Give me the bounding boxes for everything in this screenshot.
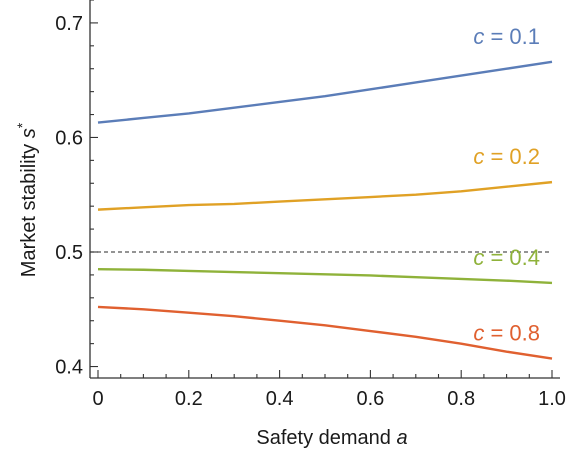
x-axis-title-text: Safety demand [256,427,391,449]
x-axis-title-var: a [396,427,407,449]
series-label-value: 0.8 [509,321,540,346]
series-line-c-0.8 [97,305,553,360]
series-label-var: c [473,144,484,169]
x-ticks: 0 0.2 0.4 0.6 0.8 1.0 [92,370,566,410]
x-tick-label: 0.8 [447,388,475,410]
series-label-var: c [473,24,484,49]
series-label-c-0.4: c = 0.4 [473,245,540,270]
x-axis-title: Safety demand a [256,427,407,449]
y-tick-label: 0.4 [55,357,83,379]
y-tick-label: 0.6 [55,127,83,149]
y-tick-label: 0.7 [55,13,83,35]
y-tick-label: 0.5 [55,242,83,264]
series-layer [97,60,553,360]
series-line-c-0.4 [97,267,553,285]
series-label-value: 0.1 [509,24,540,49]
series-label-eq: = [484,144,509,169]
x-tick-label: 1.0 [538,388,566,410]
x-tick-label: 0.6 [356,388,384,410]
series-label-eq: = [484,24,509,49]
series-label-value: 0.2 [509,144,540,169]
y-axis-title-sup: * [14,122,30,128]
y-ticks: 0.4 0.5 0.6 0.7 [55,0,98,379]
series-line-c-0.1 [97,60,553,124]
series-label-var: c [473,245,484,270]
series-label-eq: = [484,245,509,270]
series-label-value: 0.4 [509,245,540,270]
x-tick-label: 0 [92,388,103,410]
series-labels: c = 0.1c = 0.2c = 0.4c = 0.8 [473,24,540,346]
y-axis-title-var: s [18,128,40,138]
series-label-c-0.2: c = 0.2 [473,144,540,169]
series-label-c-0.8: c = 0.8 [473,321,540,346]
x-tick-label: 0.2 [175,388,203,410]
x-tick-label: 0.4 [266,388,294,410]
y-axis-title-text: Market stability [18,144,40,277]
series-label-eq: = [484,321,509,346]
y-axis-title: Market stability s* [14,122,40,277]
series-line-c-0.2 [97,180,553,211]
series-label-c-0.1: c = 0.1 [473,24,540,49]
series-label-var: c [473,321,484,346]
